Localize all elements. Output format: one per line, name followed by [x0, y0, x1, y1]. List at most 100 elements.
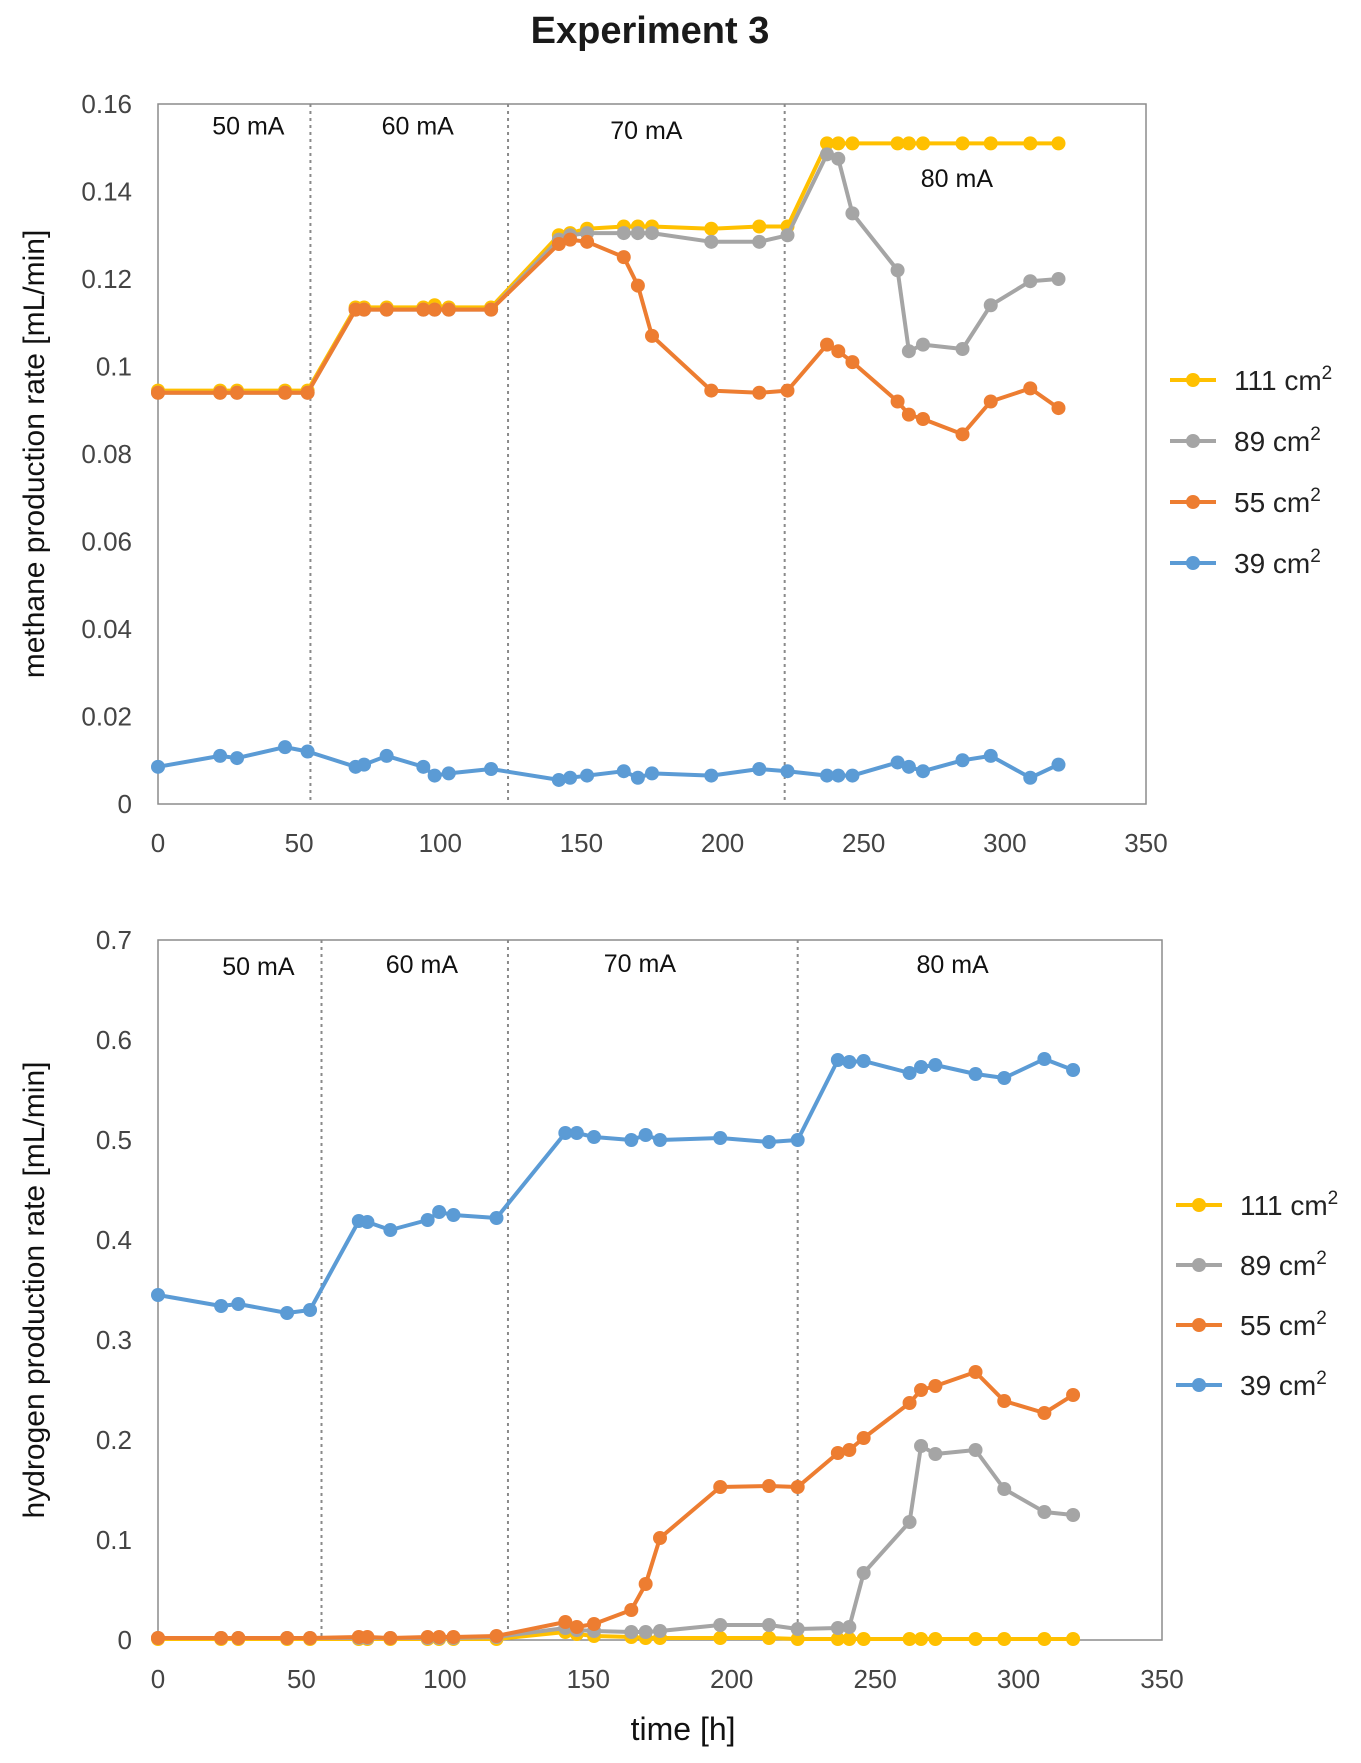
- hydrogen-data-point: [902, 1632, 917, 1646]
- methane-legend-label: 39 cm2: [1234, 546, 1321, 579]
- figure-title: Experiment 3: [530, 10, 770, 52]
- hydrogen-data-point: [830, 1632, 845, 1646]
- methane-data-point: [831, 768, 846, 783]
- methane-data-point: [780, 764, 795, 779]
- hydrogen-data-point: [624, 1133, 639, 1147]
- hydrogen-data-point: [842, 1443, 857, 1457]
- methane-series-line: [158, 237, 1060, 437]
- hydrogen-y-tick-label: 0.1: [96, 1525, 132, 1555]
- methane-data-point: [983, 748, 998, 763]
- methane-data-point: [901, 407, 916, 422]
- methane-data-point: [955, 136, 970, 151]
- methane-y-tick-label: 0.02: [81, 702, 132, 732]
- hydrogen-data-point: [856, 1632, 871, 1646]
- hydrogen-data-point: [842, 1620, 857, 1634]
- methane-data-point: [616, 250, 631, 265]
- hydrogen-data-point: [790, 1480, 805, 1494]
- methane-data-point: [890, 394, 905, 409]
- hydrogen-data-point: [997, 1394, 1012, 1408]
- methane-data-point: [915, 764, 930, 779]
- hydrogen-data-point: [231, 1297, 246, 1311]
- hydrogen-series-line: [158, 1444, 1074, 1640]
- hydrogen-x-axis-title: time [h]: [631, 1711, 736, 1747]
- methane-chart: 0 0.02 0.04 0.06 0.08 0.1 0.12 0.14 0.16 0 50 100 15…: [18, 89, 1332, 858]
- methane-data-point: [300, 744, 315, 759]
- hydrogen-data-point: [928, 1379, 943, 1393]
- hydrogen-data-point: [624, 1603, 639, 1617]
- hydrogen-data-point: [842, 1055, 857, 1069]
- methane-x-tick-label: 0: [151, 828, 165, 858]
- hydrogen-series-line: [157, 1057, 1074, 1315]
- methane-data-point: [915, 337, 930, 352]
- hydrogen-y-tick-label: 0.7: [96, 925, 132, 955]
- methane-data-point: [780, 383, 795, 398]
- hydrogen-data-point: [762, 1135, 777, 1149]
- methane-data-point: [820, 136, 835, 151]
- methane-data-point: [983, 394, 998, 409]
- methane-data-point: [1051, 757, 1066, 772]
- methane-data-point: [901, 759, 916, 774]
- methane-data-point: [551, 772, 566, 787]
- methane-data-point: [901, 344, 916, 359]
- methane-data-point: [616, 226, 631, 241]
- hydrogen-legend-marker: [1192, 1318, 1206, 1332]
- hydrogen-legend-marker: [1192, 1378, 1206, 1392]
- methane-data-point: [278, 385, 293, 400]
- methane-data-point: [630, 770, 645, 785]
- methane-data-point: [645, 766, 659, 781]
- hydrogen-data-point: [997, 1482, 1012, 1496]
- hydrogen-data-point: [653, 1531, 667, 1545]
- hydrogen-data-point: [856, 1431, 871, 1445]
- hydrogen-y-tick-label: 0.3: [96, 1325, 132, 1355]
- hydrogen-data-point: [1066, 1388, 1081, 1402]
- methane-phase-label: 70 mA: [610, 117, 683, 145]
- hydrogen-legend-label: 89 cm2: [1240, 1248, 1327, 1281]
- methane-data-point: [379, 302, 394, 317]
- hydrogen-data-point: [713, 1631, 728, 1645]
- hydrogen-data-point: [968, 1443, 983, 1457]
- methane-data-point: [645, 328, 659, 343]
- hydrogen-y-tick-label: 0.6: [96, 1025, 132, 1055]
- hydrogen-data-point: [446, 1630, 461, 1644]
- hydrogen-data-point: [432, 1630, 447, 1644]
- methane-data-point: [563, 770, 578, 785]
- hydrogen-data-point: [558, 1615, 573, 1629]
- methane-data-point: [484, 762, 499, 776]
- methane-legend-label: 89 cm2: [1234, 424, 1321, 457]
- methane-data-point: [752, 385, 767, 400]
- hydrogen-data-point: [914, 1060, 929, 1074]
- methane-data-point: [955, 342, 970, 356]
- hydrogen-data-point: [420, 1213, 435, 1227]
- methane-data-point: [441, 302, 456, 317]
- hydrogen-data-point: [914, 1439, 929, 1453]
- hydrogen-x-tick-label: 0: [151, 1664, 165, 1694]
- hydrogen-data-point: [383, 1631, 398, 1645]
- methane-data-point: [278, 740, 293, 755]
- methane-data-point: [1023, 136, 1038, 151]
- hydrogen-data-point: [587, 1617, 602, 1631]
- hydrogen-data-point: [856, 1054, 871, 1068]
- methane-data-point: [379, 748, 394, 763]
- hydrogen-x-tick-label: 250: [853, 1664, 896, 1694]
- hydrogen-data-point: [432, 1205, 447, 1219]
- methane-data-point: [416, 759, 431, 774]
- methane-data-point: [845, 355, 860, 370]
- methane-data-point: [752, 762, 767, 776]
- hydrogen-chart: 0 0.1 0.2 0.3 0.4 0.5 0.6 0.7 0 50 100 150 200 250 300…: [18, 925, 1338, 1747]
- hydrogen-data-point: [762, 1631, 777, 1645]
- methane-data-point: [704, 383, 719, 398]
- hydrogen-data-point: [569, 1620, 584, 1634]
- methane-phase-label: 80 mA: [921, 165, 994, 193]
- methane-y-tick-label: 0.04: [81, 614, 132, 644]
- hydrogen-legend-marker: [1192, 1198, 1206, 1212]
- hydrogen-data-point: [928, 1058, 943, 1072]
- hydrogen-data-point: [280, 1306, 295, 1320]
- hydrogen-x-tick-label: 50: [287, 1664, 316, 1694]
- methane-phase-label: 60 mA: [382, 113, 455, 141]
- hydrogen-data-point: [1037, 1406, 1052, 1420]
- methane-data-point: [820, 768, 835, 783]
- methane-x-tick-label: 250: [842, 828, 885, 858]
- hydrogen-data-point: [914, 1632, 929, 1646]
- hydrogen-x-tick-label: 100: [423, 1664, 466, 1694]
- hydrogen-data-point: [420, 1630, 435, 1644]
